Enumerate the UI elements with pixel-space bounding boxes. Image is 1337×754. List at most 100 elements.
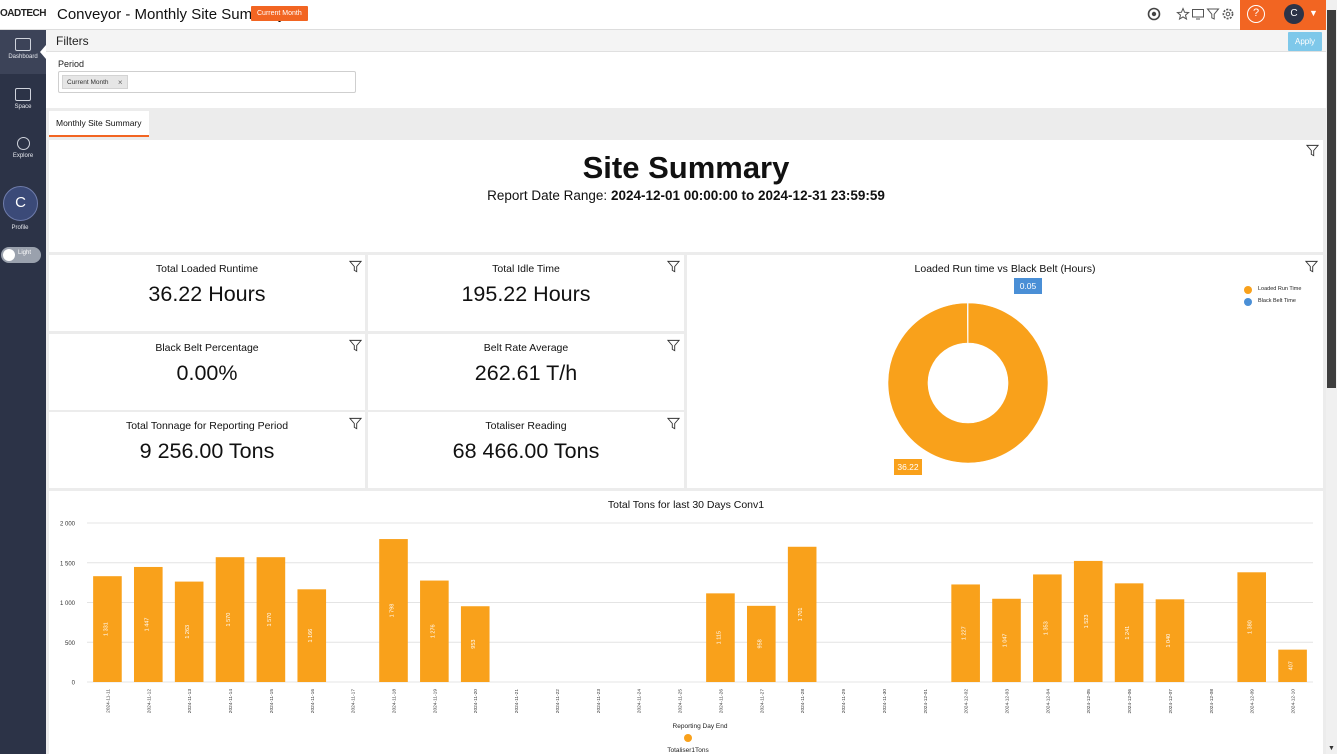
- bar[interactable]: [746, 605, 776, 682]
- bar[interactable]: [1278, 649, 1307, 682]
- kpi-value: 36.22 Hours: [148, 282, 266, 306]
- legend-item[interactable]: Black Belt Time: [1244, 297, 1301, 309]
- bar[interactable]: [297, 589, 327, 682]
- sidebar-item-explore[interactable]: Explore: [0, 129, 46, 173]
- bar-data-label: 407: [1289, 661, 1295, 670]
- page-title: Conveyor - Monthly Site Summary: [57, 6, 286, 23]
- filter-icon[interactable]: [667, 339, 680, 352]
- kpi-title: Total Idle Time: [492, 263, 560, 275]
- filters-bar: Filters Apply: [46, 30, 1326, 52]
- report-date-range-value: 2024-12-01 00:00:00 to 2024-12-31 23:59:…: [610, 188, 885, 203]
- bar[interactable]: [1073, 560, 1103, 682]
- help-icon[interactable]: ?: [1247, 5, 1265, 23]
- kpi-value: 0.00%: [176, 361, 238, 385]
- chevron-down-icon[interactable]: ▼: [1309, 8, 1318, 18]
- bar-data-label: 1 047: [1003, 633, 1009, 647]
- bar-data-label: 953: [471, 640, 477, 649]
- x-tick-label: 2024-11-28: [800, 689, 806, 714]
- bar-data-label: 1 227: [962, 626, 968, 640]
- x-tick-label: 2024-11-12: [146, 689, 152, 714]
- x-tick-label: 2024-11-23: [596, 689, 602, 714]
- x-tick-label: 2024-11-30: [882, 689, 888, 714]
- bar-data-label: 1 040: [1166, 634, 1172, 648]
- filter-icon[interactable]: [349, 339, 362, 352]
- kpi-card: Total Idle Time 195.22 Hours: [368, 255, 684, 331]
- bar[interactable]: [1033, 574, 1062, 682]
- legend-label[interactable]: Totaliser1Tons: [667, 747, 709, 754]
- sidebar-item-dashboard[interactable]: Dashboard: [0, 30, 46, 74]
- page-scrollbar[interactable]: ▼: [1326, 0, 1337, 754]
- bar[interactable]: [174, 581, 204, 682]
- x-tick-label: 2024-12-08: [1209, 689, 1215, 714]
- filter-icon[interactable]: [667, 260, 680, 273]
- period-chip[interactable]: Current Month ×: [62, 75, 128, 89]
- star-icon[interactable]: [1176, 7, 1190, 21]
- company-logo[interactable]: OADTECH: [0, 8, 46, 19]
- data-label-box: [894, 459, 922, 475]
- explore-icon: [16, 137, 30, 150]
- kpi-card: Black Belt Percentage 0.00%: [49, 334, 365, 410]
- bar[interactable]: [1237, 572, 1267, 682]
- x-tick-label: 2024-12-10: [1291, 689, 1297, 714]
- bar[interactable]: [1114, 583, 1144, 682]
- bar[interactable]: [1155, 599, 1185, 682]
- bar[interactable]: [460, 606, 490, 682]
- chip-remove-icon[interactable]: ×: [117, 78, 123, 87]
- x-tick-label: 2024-11-11: [105, 689, 111, 713]
- bar-chart-panel: Total Tons for last 30 Days Conv1 0 500 1 …: [49, 491, 1323, 754]
- profile-avatar[interactable]: C: [3, 186, 38, 221]
- kpi-title: Belt Rate Average: [483, 342, 569, 354]
- bar[interactable]: [787, 546, 817, 682]
- bar[interactable]: [215, 557, 245, 682]
- report-date-range-label: Report Date Range:: [487, 188, 611, 203]
- y-tick-label: 500: [65, 641, 76, 647]
- filter-icon[interactable]: [1306, 144, 1319, 157]
- apply-button[interactable]: Apply: [1288, 32, 1322, 51]
- period-input[interactable]: Current Month ×: [58, 71, 356, 93]
- bar[interactable]: [420, 580, 449, 682]
- globe-gear-icon[interactable]: [1147, 7, 1161, 21]
- bar[interactable]: [93, 576, 122, 682]
- x-tick-label: 2024-12-05: [1086, 689, 1092, 714]
- donut-slice[interactable]: [887, 302, 1049, 464]
- y-tick-label: 0: [72, 681, 76, 687]
- bar[interactable]: [379, 539, 408, 682]
- bar-data-label: 1 331: [103, 622, 109, 636]
- bar-data-label: 1 263: [185, 625, 191, 639]
- x-tick-label: 2024-12-07: [1168, 689, 1174, 714]
- screen-icon[interactable]: [1191, 7, 1205, 21]
- folder-icon: [15, 88, 31, 101]
- filter-icon[interactable]: [349, 417, 362, 430]
- chart-legend: Loaded Run Time Black Belt Time: [1244, 285, 1301, 309]
- filter-icon[interactable]: [1305, 260, 1318, 273]
- gear-icon[interactable]: [1221, 7, 1235, 21]
- tab-monthly-site-summary[interactable]: Monthly Site Summary: [49, 111, 149, 137]
- bar[interactable]: [951, 584, 980, 682]
- sidebar-item-label: Dashboard: [8, 54, 38, 60]
- bar-data-label: 1 241: [1125, 626, 1131, 640]
- theme-label: Light: [18, 250, 32, 256]
- scroll-down-icon[interactable]: ▼: [1328, 745, 1335, 752]
- user-avatar[interactable]: C: [1284, 4, 1304, 24]
- bar[interactable]: [133, 566, 163, 682]
- legend-item[interactable]: Loaded Run Time: [1244, 285, 1301, 297]
- report-date-range: Report Date Range: 2024-12-01 00:00:00 t…: [49, 188, 1323, 203]
- bar[interactable]: [256, 557, 286, 682]
- donut-slice[interactable]: [967, 302, 969, 344]
- kpi-title: Total Loaded Runtime: [155, 263, 259, 275]
- dashboard-content: Site Summary Report Date Range: 2024-12-…: [46, 138, 1326, 754]
- bar-data-label: 1 523: [1084, 615, 1090, 629]
- sidebar-item-space[interactable]: Space: [0, 80, 46, 124]
- filter-icon[interactable]: [349, 260, 362, 273]
- period-label: Period: [58, 59, 85, 69]
- theme-toggle[interactable]: Light: [1, 247, 41, 263]
- filter-icon[interactable]: [1206, 7, 1220, 21]
- bar[interactable]: [992, 598, 1021, 682]
- sidebar-item-label: Space: [14, 104, 32, 110]
- bar-data-label: 1 276: [430, 624, 436, 638]
- bar-data-label: 1 701: [798, 608, 804, 622]
- scrollbar-thumb[interactable]: [1327, 10, 1336, 388]
- bar[interactable]: [706, 593, 735, 682]
- filter-icon[interactable]: [667, 417, 680, 430]
- x-tick-label: 2024-12-02: [964, 689, 970, 714]
